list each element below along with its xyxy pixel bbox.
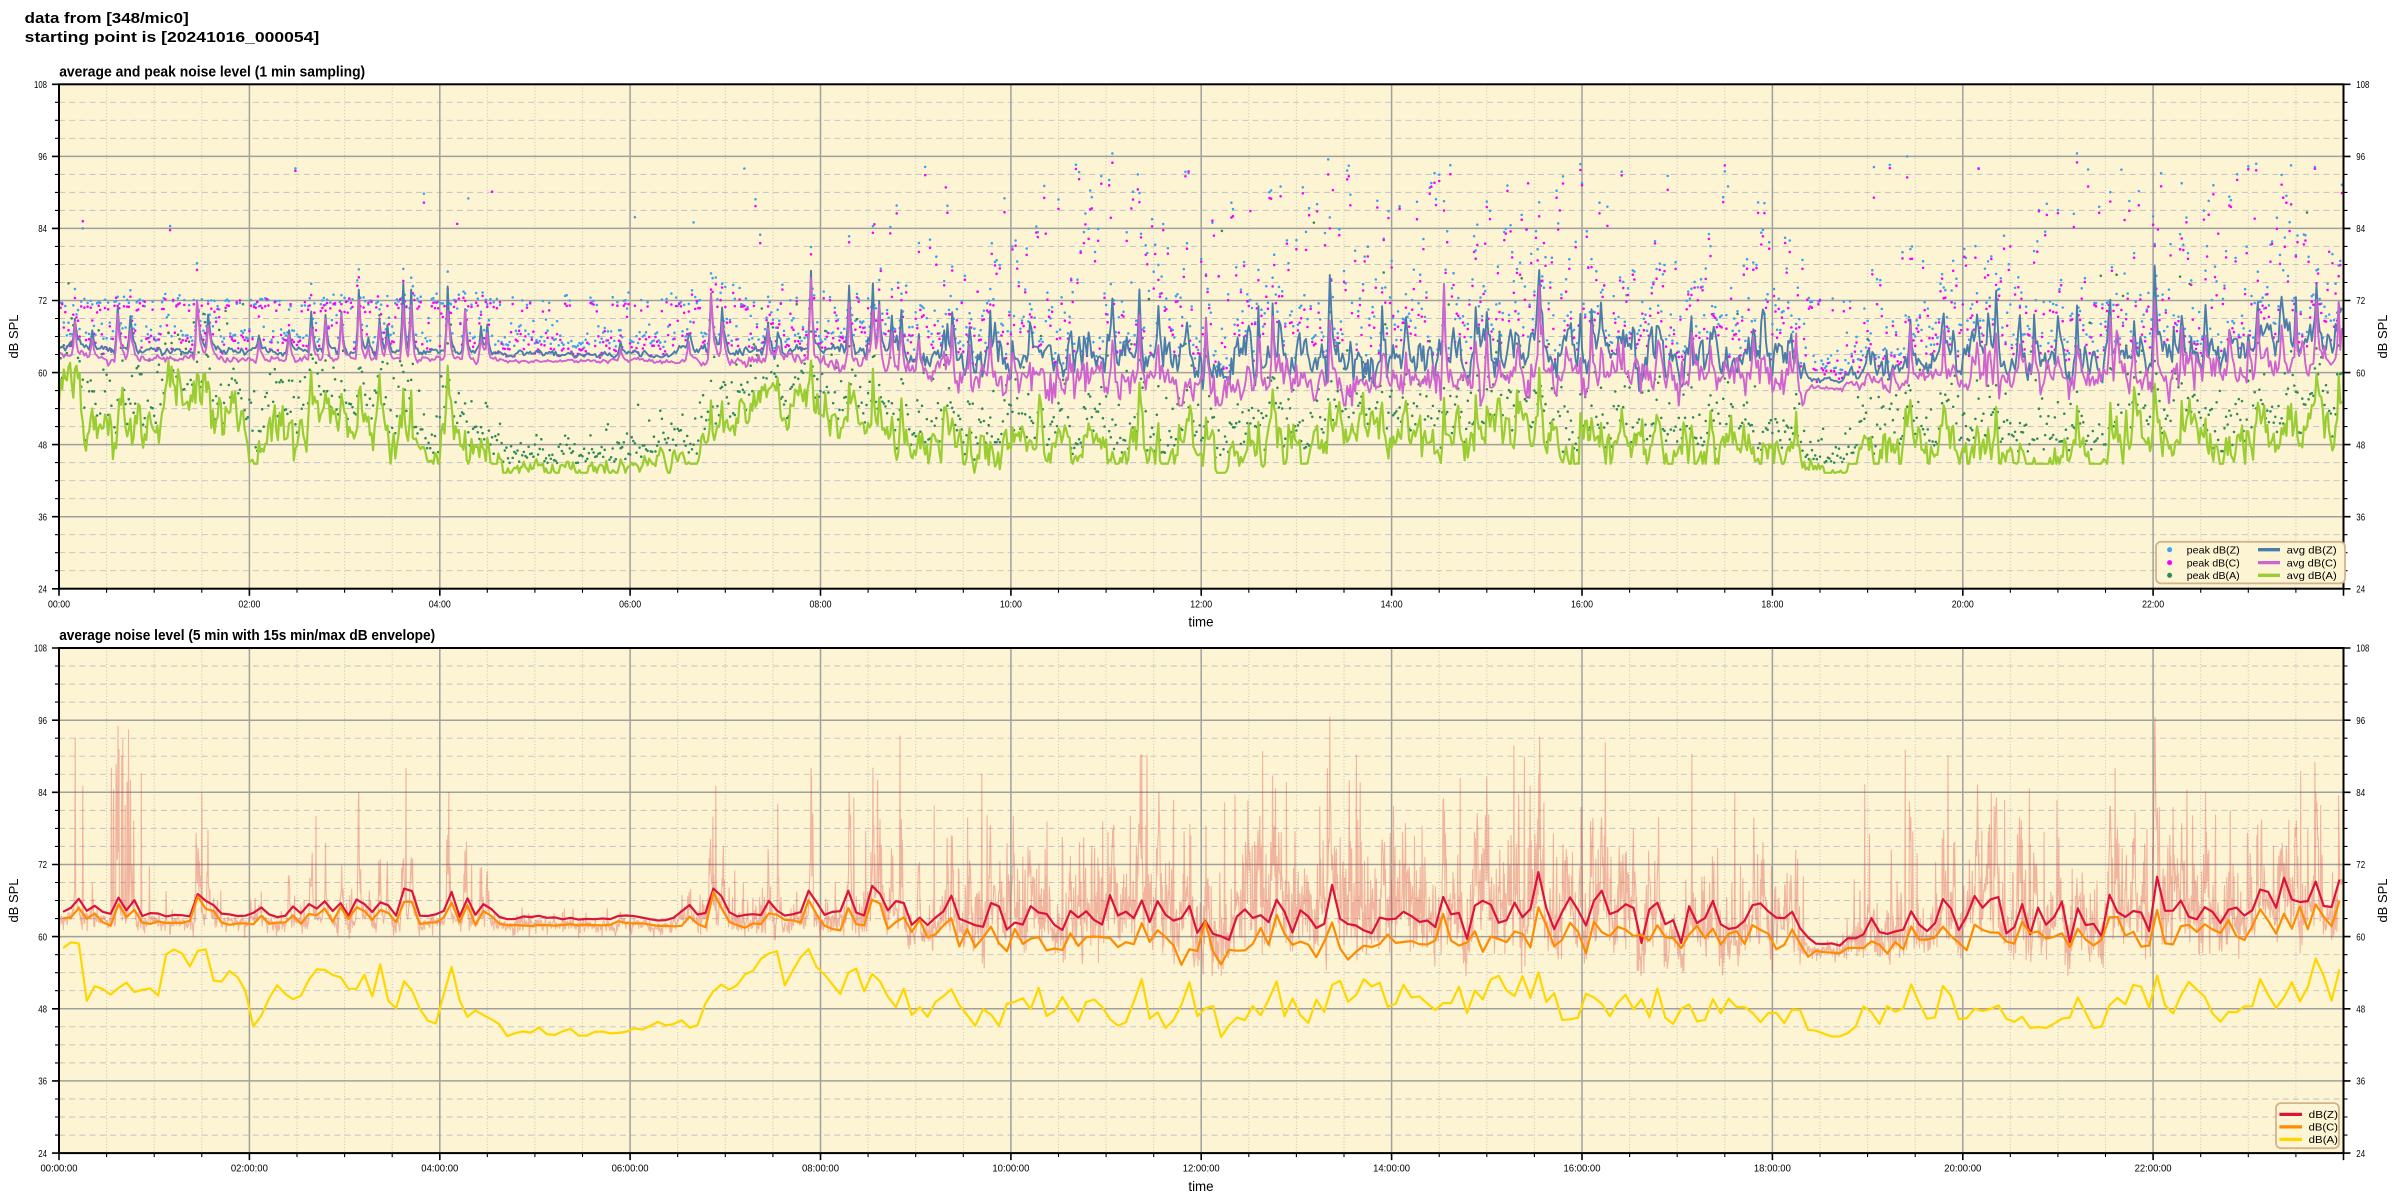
svg-text:22:00: 22:00 bbox=[2142, 599, 2164, 610]
svg-text:peak dB(C): peak dB(C) bbox=[2187, 557, 2240, 569]
svg-text:peak dB(A): peak dB(A) bbox=[2187, 570, 2240, 582]
svg-text:72: 72 bbox=[38, 296, 47, 307]
svg-text:96: 96 bbox=[2356, 152, 2365, 163]
svg-text:84: 84 bbox=[38, 788, 47, 799]
svg-text:48: 48 bbox=[38, 1005, 47, 1016]
svg-text:06:00: 06:00 bbox=[619, 599, 641, 610]
svg-text:20:00:00: 20:00:00 bbox=[1944, 1164, 1981, 1175]
svg-text:data from [348/mic0]: data from [348/mic0] bbox=[25, 10, 189, 27]
svg-text:60: 60 bbox=[38, 368, 47, 379]
svg-text:16:00: 16:00 bbox=[1571, 599, 1593, 610]
svg-text:12:00:00: 12:00:00 bbox=[1183, 1164, 1220, 1175]
svg-text:peak dB(Z): peak dB(Z) bbox=[2187, 544, 2240, 556]
svg-text:02:00:00: 02:00:00 bbox=[231, 1164, 268, 1175]
svg-text:dB SPL: dB SPL bbox=[6, 878, 21, 922]
svg-text:96: 96 bbox=[2356, 716, 2365, 727]
svg-text:22:00:00: 22:00:00 bbox=[2135, 1164, 2172, 1175]
svg-text:18:00:00: 18:00:00 bbox=[1754, 1164, 1791, 1175]
svg-text:48: 48 bbox=[2356, 440, 2365, 451]
svg-text:60: 60 bbox=[2356, 368, 2365, 379]
svg-text:dB(Z): dB(Z) bbox=[2309, 1109, 2338, 1121]
svg-text:108: 108 bbox=[34, 644, 47, 655]
svg-text:24: 24 bbox=[2356, 1149, 2365, 1160]
svg-text:36: 36 bbox=[38, 512, 47, 523]
svg-text:36: 36 bbox=[2356, 512, 2365, 523]
svg-text:dB SPL: dB SPL bbox=[2375, 878, 2390, 922]
svg-text:108: 108 bbox=[2356, 80, 2369, 91]
svg-text:108: 108 bbox=[2356, 644, 2369, 655]
svg-text:36: 36 bbox=[38, 1077, 47, 1088]
svg-text:108: 108 bbox=[34, 80, 47, 91]
svg-text:14:00: 14:00 bbox=[1381, 599, 1403, 610]
svg-text:00:00:00: 00:00:00 bbox=[41, 1164, 78, 1175]
svg-text:96: 96 bbox=[38, 716, 47, 727]
svg-text:avg dB(A): avg dB(A) bbox=[2287, 570, 2337, 582]
svg-text:72: 72 bbox=[2356, 296, 2365, 307]
svg-text:time: time bbox=[1188, 1179, 1213, 1194]
svg-text:08:00:00: 08:00:00 bbox=[802, 1164, 839, 1175]
svg-text:84: 84 bbox=[38, 224, 47, 235]
svg-text:24: 24 bbox=[38, 1149, 47, 1160]
svg-text:24: 24 bbox=[38, 585, 47, 596]
svg-text:60: 60 bbox=[2356, 932, 2365, 943]
svg-text:avg dB(C): avg dB(C) bbox=[2287, 557, 2337, 569]
svg-text:20:00: 20:00 bbox=[1952, 599, 1974, 610]
svg-text:time: time bbox=[1188, 615, 1213, 630]
svg-text:average and peak noise level (: average and peak noise level (1 min samp… bbox=[59, 64, 365, 80]
svg-text:24: 24 bbox=[2356, 585, 2365, 596]
svg-text:dB SPL: dB SPL bbox=[6, 314, 21, 358]
svg-text:avg dB(Z): avg dB(Z) bbox=[2287, 544, 2337, 556]
svg-text:48: 48 bbox=[38, 440, 47, 451]
svg-text:00:00: 00:00 bbox=[48, 599, 70, 610]
svg-text:starting point is [20241016_00: starting point is [20241016_000054] bbox=[25, 29, 320, 46]
svg-text:10:00:00: 10:00:00 bbox=[992, 1164, 1029, 1175]
svg-text:dB SPL: dB SPL bbox=[2375, 314, 2390, 358]
svg-text:10:00: 10:00 bbox=[1000, 599, 1022, 610]
svg-text:16:00:00: 16:00:00 bbox=[1564, 1164, 1601, 1175]
svg-text:72: 72 bbox=[38, 860, 47, 871]
svg-text:04:00:00: 04:00:00 bbox=[421, 1164, 458, 1175]
svg-text:dB(C): dB(C) bbox=[2309, 1122, 2338, 1134]
svg-text:48: 48 bbox=[2356, 1005, 2365, 1016]
svg-text:36: 36 bbox=[2356, 1077, 2365, 1088]
svg-text:08:00: 08:00 bbox=[810, 599, 832, 610]
svg-text:84: 84 bbox=[2356, 224, 2365, 235]
svg-text:60: 60 bbox=[38, 932, 47, 943]
svg-text:84: 84 bbox=[2356, 788, 2365, 799]
svg-text:02:00: 02:00 bbox=[238, 599, 260, 610]
svg-text:72: 72 bbox=[2356, 860, 2365, 871]
svg-text:96: 96 bbox=[38, 152, 47, 163]
svg-text:14:00:00: 14:00:00 bbox=[1373, 1164, 1410, 1175]
svg-text:06:00:00: 06:00:00 bbox=[612, 1164, 649, 1175]
svg-text:dB(A): dB(A) bbox=[2309, 1134, 2338, 1146]
svg-text:12:00: 12:00 bbox=[1190, 599, 1212, 610]
svg-text:average noise level (5 min wit: average noise level (5 min with 15s min/… bbox=[59, 628, 435, 644]
svg-text:18:00: 18:00 bbox=[1761, 599, 1783, 610]
svg-text:04:00: 04:00 bbox=[429, 599, 451, 610]
